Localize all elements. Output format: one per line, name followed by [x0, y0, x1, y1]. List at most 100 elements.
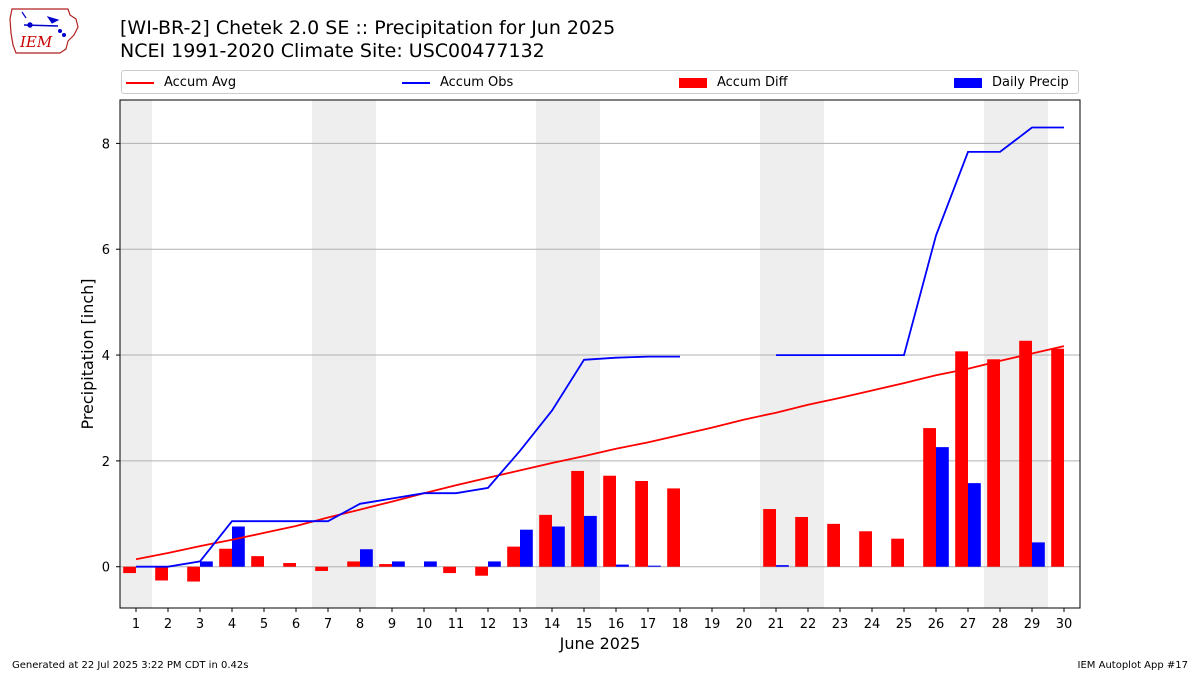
accum-obs-line	[136, 126, 1064, 568]
daily-precip-bar	[968, 483, 981, 567]
accum-diff-bar	[667, 488, 680, 567]
weather-icons	[21, 11, 66, 37]
accum-diff-bar	[251, 556, 264, 567]
x-tick-label: 8	[356, 617, 364, 632]
accum-diff-bar	[315, 566, 328, 571]
daily-precip-bar	[552, 526, 565, 567]
accum-diff-bar	[923, 428, 936, 567]
legend-swatch	[954, 77, 982, 88]
legend-swatch	[126, 81, 154, 84]
accum-diff-bar	[827, 523, 840, 567]
legend-swatch	[679, 77, 707, 88]
x-tick-label: 13	[512, 617, 529, 632]
iowa-state-outline	[9, 8, 79, 54]
x-tick-label: 22	[800, 617, 817, 632]
legend-label: Accum Obs	[440, 75, 514, 90]
daily-precip-bar	[520, 529, 533, 567]
accum-diff-bar	[283, 563, 296, 567]
accum-diff-bar	[571, 470, 584, 567]
legend-item-daily-precip: Daily Precip	[954, 74, 1069, 91]
daily-precip-bar	[584, 515, 597, 567]
daily-precip-bar	[616, 564, 629, 567]
accum-diff-bar	[1051, 348, 1064, 567]
x-axis-label: June 2025	[559, 634, 641, 653]
legend-item-accum-obs: Accum Obs	[402, 74, 513, 91]
x-tick-label: 23	[832, 617, 849, 632]
x-tick-label: 3	[196, 617, 204, 632]
legend-item-accum-diff: Accum Diff	[679, 74, 788, 91]
y-tick-label: 4	[102, 349, 110, 364]
x-tick-label: 6	[292, 617, 300, 632]
x-tick-label: 17	[640, 617, 657, 632]
legend-label: Accum Diff	[717, 75, 788, 90]
accum-diff-bar	[379, 564, 392, 567]
chart-title: [WI-BR-2] Chetek 2.0 SE :: Precipitation…	[120, 17, 616, 39]
accum-diff-bar	[475, 566, 488, 576]
accum-diff-bar	[955, 351, 968, 567]
y-axis-label: Precipitation [inch]	[78, 278, 97, 429]
x-tick-label: 1	[132, 617, 140, 632]
accum-diff-bar	[347, 561, 360, 567]
x-tick-label: 14	[544, 617, 561, 632]
daily-precip-bar	[776, 565, 789, 567]
x-tick-label: 25	[896, 617, 913, 632]
x-tick-label: 2	[164, 617, 172, 632]
y-tick-label: 2	[102, 455, 110, 470]
daily-precip-bar	[936, 447, 949, 567]
generated-timestamp: Generated at 22 Jul 2025 3:22 PM CDT in …	[12, 660, 249, 671]
accum-avg-line	[135, 345, 1065, 561]
x-tick-label: 29	[1024, 617, 1041, 632]
accum-diff-bar	[123, 566, 136, 574]
accum-diff-bar	[635, 481, 648, 567]
accum-diff-bar	[155, 566, 168, 581]
iem-logo: IEM	[9, 8, 79, 54]
daily-precip-bar	[648, 565, 661, 567]
x-tick-label: 20	[736, 617, 753, 632]
x-tick-label: 28	[992, 617, 1009, 632]
accum-diff-bar	[795, 516, 808, 567]
x-tick-label: 5	[260, 617, 268, 632]
accum-diff-bar	[603, 475, 616, 567]
x-tick-label: 4	[228, 617, 236, 632]
x-tick-label: 26	[928, 617, 945, 632]
daily-precip-bar	[392, 561, 405, 567]
accum-diff-bar	[859, 531, 872, 567]
y-tick-label: 6	[102, 243, 110, 258]
app-credit: IEM Autoplot App #17	[1077, 660, 1188, 671]
x-tick-label: 11	[448, 617, 465, 632]
weekend-shade	[120, 100, 152, 608]
weekend-shade	[312, 100, 376, 608]
legend-label: Accum Avg	[164, 75, 237, 90]
legend-swatch	[402, 81, 430, 84]
plot-frame	[119, 99, 1081, 609]
logo-text: IEM	[19, 33, 53, 51]
accum-diff-bar	[187, 566, 200, 582]
x-tick-label: 27	[960, 617, 977, 632]
legend-label: Daily Precip	[992, 75, 1069, 90]
y-tick-label: 8	[102, 137, 110, 152]
x-tick-label: 16	[608, 617, 625, 632]
x-tick-label: 21	[768, 617, 785, 632]
x-tick-label: 30	[1056, 617, 1073, 632]
daily-precip-bar	[200, 561, 213, 567]
x-tick-label: 24	[864, 617, 881, 632]
accum-diff-bar	[443, 566, 456, 574]
accum-diff-bar	[891, 538, 904, 567]
daily-precip-bar	[1032, 542, 1045, 567]
x-tick-label: 7	[324, 617, 332, 632]
accum-diff-bar	[1019, 340, 1032, 567]
daily-precip-bar	[232, 526, 245, 567]
x-tick-label: 10	[416, 617, 433, 632]
daily-precip-bar	[424, 561, 437, 567]
x-tick-label: 19	[704, 617, 721, 632]
accum-diff-bar	[987, 359, 1000, 567]
y-tick-label: 0	[102, 561, 110, 576]
accum-diff-bar	[507, 546, 520, 567]
chart-subtitle: NCEI 1991-2020 Climate Site: USC00477132	[120, 40, 545, 62]
x-tick-label: 12	[480, 617, 497, 632]
daily-precip-bar	[488, 561, 501, 567]
accum-diff-bar	[539, 514, 552, 567]
daily-precip-bar	[360, 549, 373, 567]
x-tick-label: 9	[388, 617, 396, 632]
